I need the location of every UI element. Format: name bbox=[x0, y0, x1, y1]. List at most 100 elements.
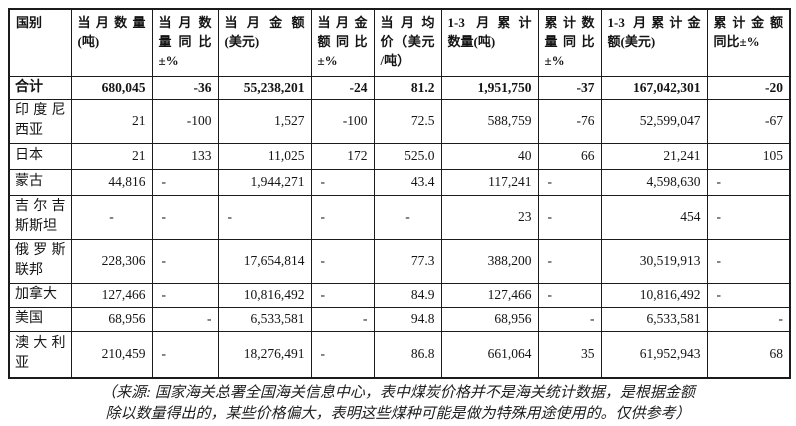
value-cell: 68,956 bbox=[70, 306, 153, 332]
table-row: 吉尔吉 斯斯坦 - - - - -23-454- bbox=[8, 194, 791, 240]
value-cell: - bbox=[537, 282, 602, 308]
value-cell: 127,466 bbox=[440, 282, 539, 308]
value-cell: - bbox=[151, 282, 219, 308]
country-cell: 日本 bbox=[8, 142, 72, 170]
table-row: 印度尼 西亚 21 -100 1,527 -100 72.5 588,759 -76 52,599… bbox=[8, 98, 791, 144]
value-cell: 21,241 bbox=[600, 142, 708, 170]
value-cell: - bbox=[537, 238, 602, 284]
value-cell: - bbox=[706, 306, 791, 332]
value-cell: 105 bbox=[706, 142, 791, 170]
value-cell: 10,816,492 bbox=[600, 282, 708, 308]
value-cell: 167,042,301 bbox=[600, 75, 708, 100]
header-line: 国别 bbox=[16, 15, 43, 30]
value-cell: 588,759 bbox=[440, 98, 539, 144]
value-cell: 55,238,201 bbox=[217, 75, 312, 100]
header-line: 量同比 bbox=[544, 34, 595, 49]
country-cell: 吉尔吉 斯斯坦 bbox=[8, 194, 72, 240]
header-line: 数量(吨) bbox=[447, 34, 496, 49]
value-cell: - bbox=[70, 194, 153, 240]
value-cell: 18,276,491 bbox=[217, 330, 312, 379]
value-cell: - bbox=[310, 330, 375, 379]
value-cell: 84.9 bbox=[373, 282, 442, 308]
header-cell: 国别 bbox=[8, 8, 72, 77]
value-cell: 127,466 bbox=[70, 282, 153, 308]
value-cell: 68 bbox=[706, 330, 791, 379]
country-name-line: 美国 bbox=[15, 311, 43, 326]
value-cell: 661,064 bbox=[440, 330, 539, 379]
value-cell: - bbox=[310, 238, 375, 284]
value-cell: 94.8 bbox=[373, 306, 442, 332]
country-cell: 美国 bbox=[8, 306, 72, 332]
value-cell: 388,200 bbox=[440, 238, 539, 284]
value-cell: - bbox=[373, 194, 442, 240]
header-line: ±% bbox=[544, 53, 565, 68]
value-cell: 68,956 bbox=[440, 306, 539, 332]
header-cell: 当月金 额同比 ±% bbox=[310, 8, 375, 77]
header-line: 额(美元) bbox=[607, 34, 656, 49]
value-cell: 10,816,492 bbox=[217, 282, 312, 308]
country-name-line: 印度尼 bbox=[15, 103, 66, 118]
value-cell: 172 bbox=[310, 142, 375, 170]
header-line: ±% bbox=[317, 53, 338, 68]
value-cell: 86.8 bbox=[373, 330, 442, 379]
header-line: 当月数 bbox=[158, 15, 212, 30]
value-cell: -76 bbox=[537, 98, 602, 144]
value-cell: - bbox=[537, 194, 602, 240]
header-line: 额同比 bbox=[317, 34, 368, 49]
country-name-line: 联邦 bbox=[15, 263, 43, 278]
value-cell: 81.2 bbox=[373, 75, 442, 100]
value-cell: 35 bbox=[537, 330, 602, 379]
table-row: 加拿大 127,466-10,816,492-84.9 127,466-10,816… bbox=[8, 282, 791, 308]
table-row: 俄罗斯 联邦 228,306-17,654,814-77.3 388,200-30,5… bbox=[8, 238, 791, 284]
header-cell: 当月均 价（美元/吨） bbox=[373, 8, 442, 77]
value-cell: 4,598,630 bbox=[600, 168, 708, 196]
country-name-line: 俄罗斯 bbox=[15, 243, 66, 258]
value-cell: - bbox=[310, 168, 375, 196]
value-cell: - bbox=[310, 306, 375, 332]
table-body: 合计 680,045 -36 55,238,201 -24 81.2 1,951,750 -3… bbox=[8, 75, 791, 379]
value-cell: 6,533,581 bbox=[600, 306, 708, 332]
value-cell: - bbox=[151, 238, 219, 284]
value-cell: -37 bbox=[537, 75, 602, 100]
value-cell: -20 bbox=[706, 75, 791, 100]
value-cell: 43.4 bbox=[373, 168, 442, 196]
value-cell: - bbox=[310, 282, 375, 308]
country-cell: 合计 bbox=[8, 75, 72, 100]
table-row: 美国 68,956-6,533,581-94.8 68,956-6,533,581- bbox=[8, 306, 791, 332]
footnote-line: 除以数量得出的，某些价格偏大，表明这些煤种可能是做为特殊用途使用的。仅供参考） bbox=[105, 406, 691, 422]
value-cell: 133 bbox=[151, 142, 219, 170]
header-cell: 累计金额 同比±% bbox=[706, 8, 791, 77]
value-cell: 117,241 bbox=[440, 168, 539, 196]
header-line: 价（美元 bbox=[380, 34, 435, 49]
header-line: 量同比 bbox=[158, 34, 212, 49]
value-cell: 11,025 bbox=[217, 142, 312, 170]
header-line: 累计数 bbox=[544, 15, 595, 30]
table-row: 澳大利亚 210,459-18,276,491-86.8 661,064 35 61,9… bbox=[8, 330, 791, 379]
country-name-line: 吉尔吉 bbox=[15, 199, 66, 214]
header-line: /吨） bbox=[380, 53, 411, 68]
header-line: (美元) bbox=[224, 34, 260, 49]
coal-imports-by-country-table: 国别 当月数量 (吨) 当月数 量同比 ±% 当月金额 (美元) 当月金 额同比 ±% 当月均 价（美元… bbox=[8, 8, 791, 379]
value-cell: 72.5 bbox=[373, 98, 442, 144]
country-cell: 加拿大 bbox=[8, 282, 72, 308]
value-cell: 61,952,943 bbox=[600, 330, 708, 379]
value-cell: 30,519,913 bbox=[600, 238, 708, 284]
header-line: 累计金额 bbox=[713, 15, 784, 30]
value-cell: 52,599,047 bbox=[600, 98, 708, 144]
header-line: 1-3 月累计金 bbox=[607, 15, 701, 30]
country-cell: 澳大利亚 bbox=[8, 330, 72, 379]
value-cell: - bbox=[706, 194, 791, 240]
country-name-line: 西亚 bbox=[15, 123, 43, 138]
source-footnote: （来源: 国家海关总署全国海关信息中心，表中煤炭价格并不是海关统计数据，是根据金… bbox=[0, 383, 796, 425]
value-cell: -24 bbox=[310, 75, 375, 100]
value-cell: - bbox=[706, 238, 791, 284]
value-cell: 23 bbox=[440, 194, 539, 240]
value-cell: 21 bbox=[70, 98, 153, 144]
table-row: 蒙古 44,816-1,944,271-43.4 117,241-4,598,630… bbox=[8, 168, 791, 196]
header-cell: 当月数量 (吨) bbox=[70, 8, 153, 77]
value-cell: 454 bbox=[600, 194, 708, 240]
header-line: 当月金额 bbox=[224, 15, 305, 30]
country-name-line: 斯斯坦 bbox=[15, 219, 57, 234]
country-name-line: 澳大利 bbox=[15, 336, 66, 352]
value-cell: - bbox=[537, 306, 602, 332]
